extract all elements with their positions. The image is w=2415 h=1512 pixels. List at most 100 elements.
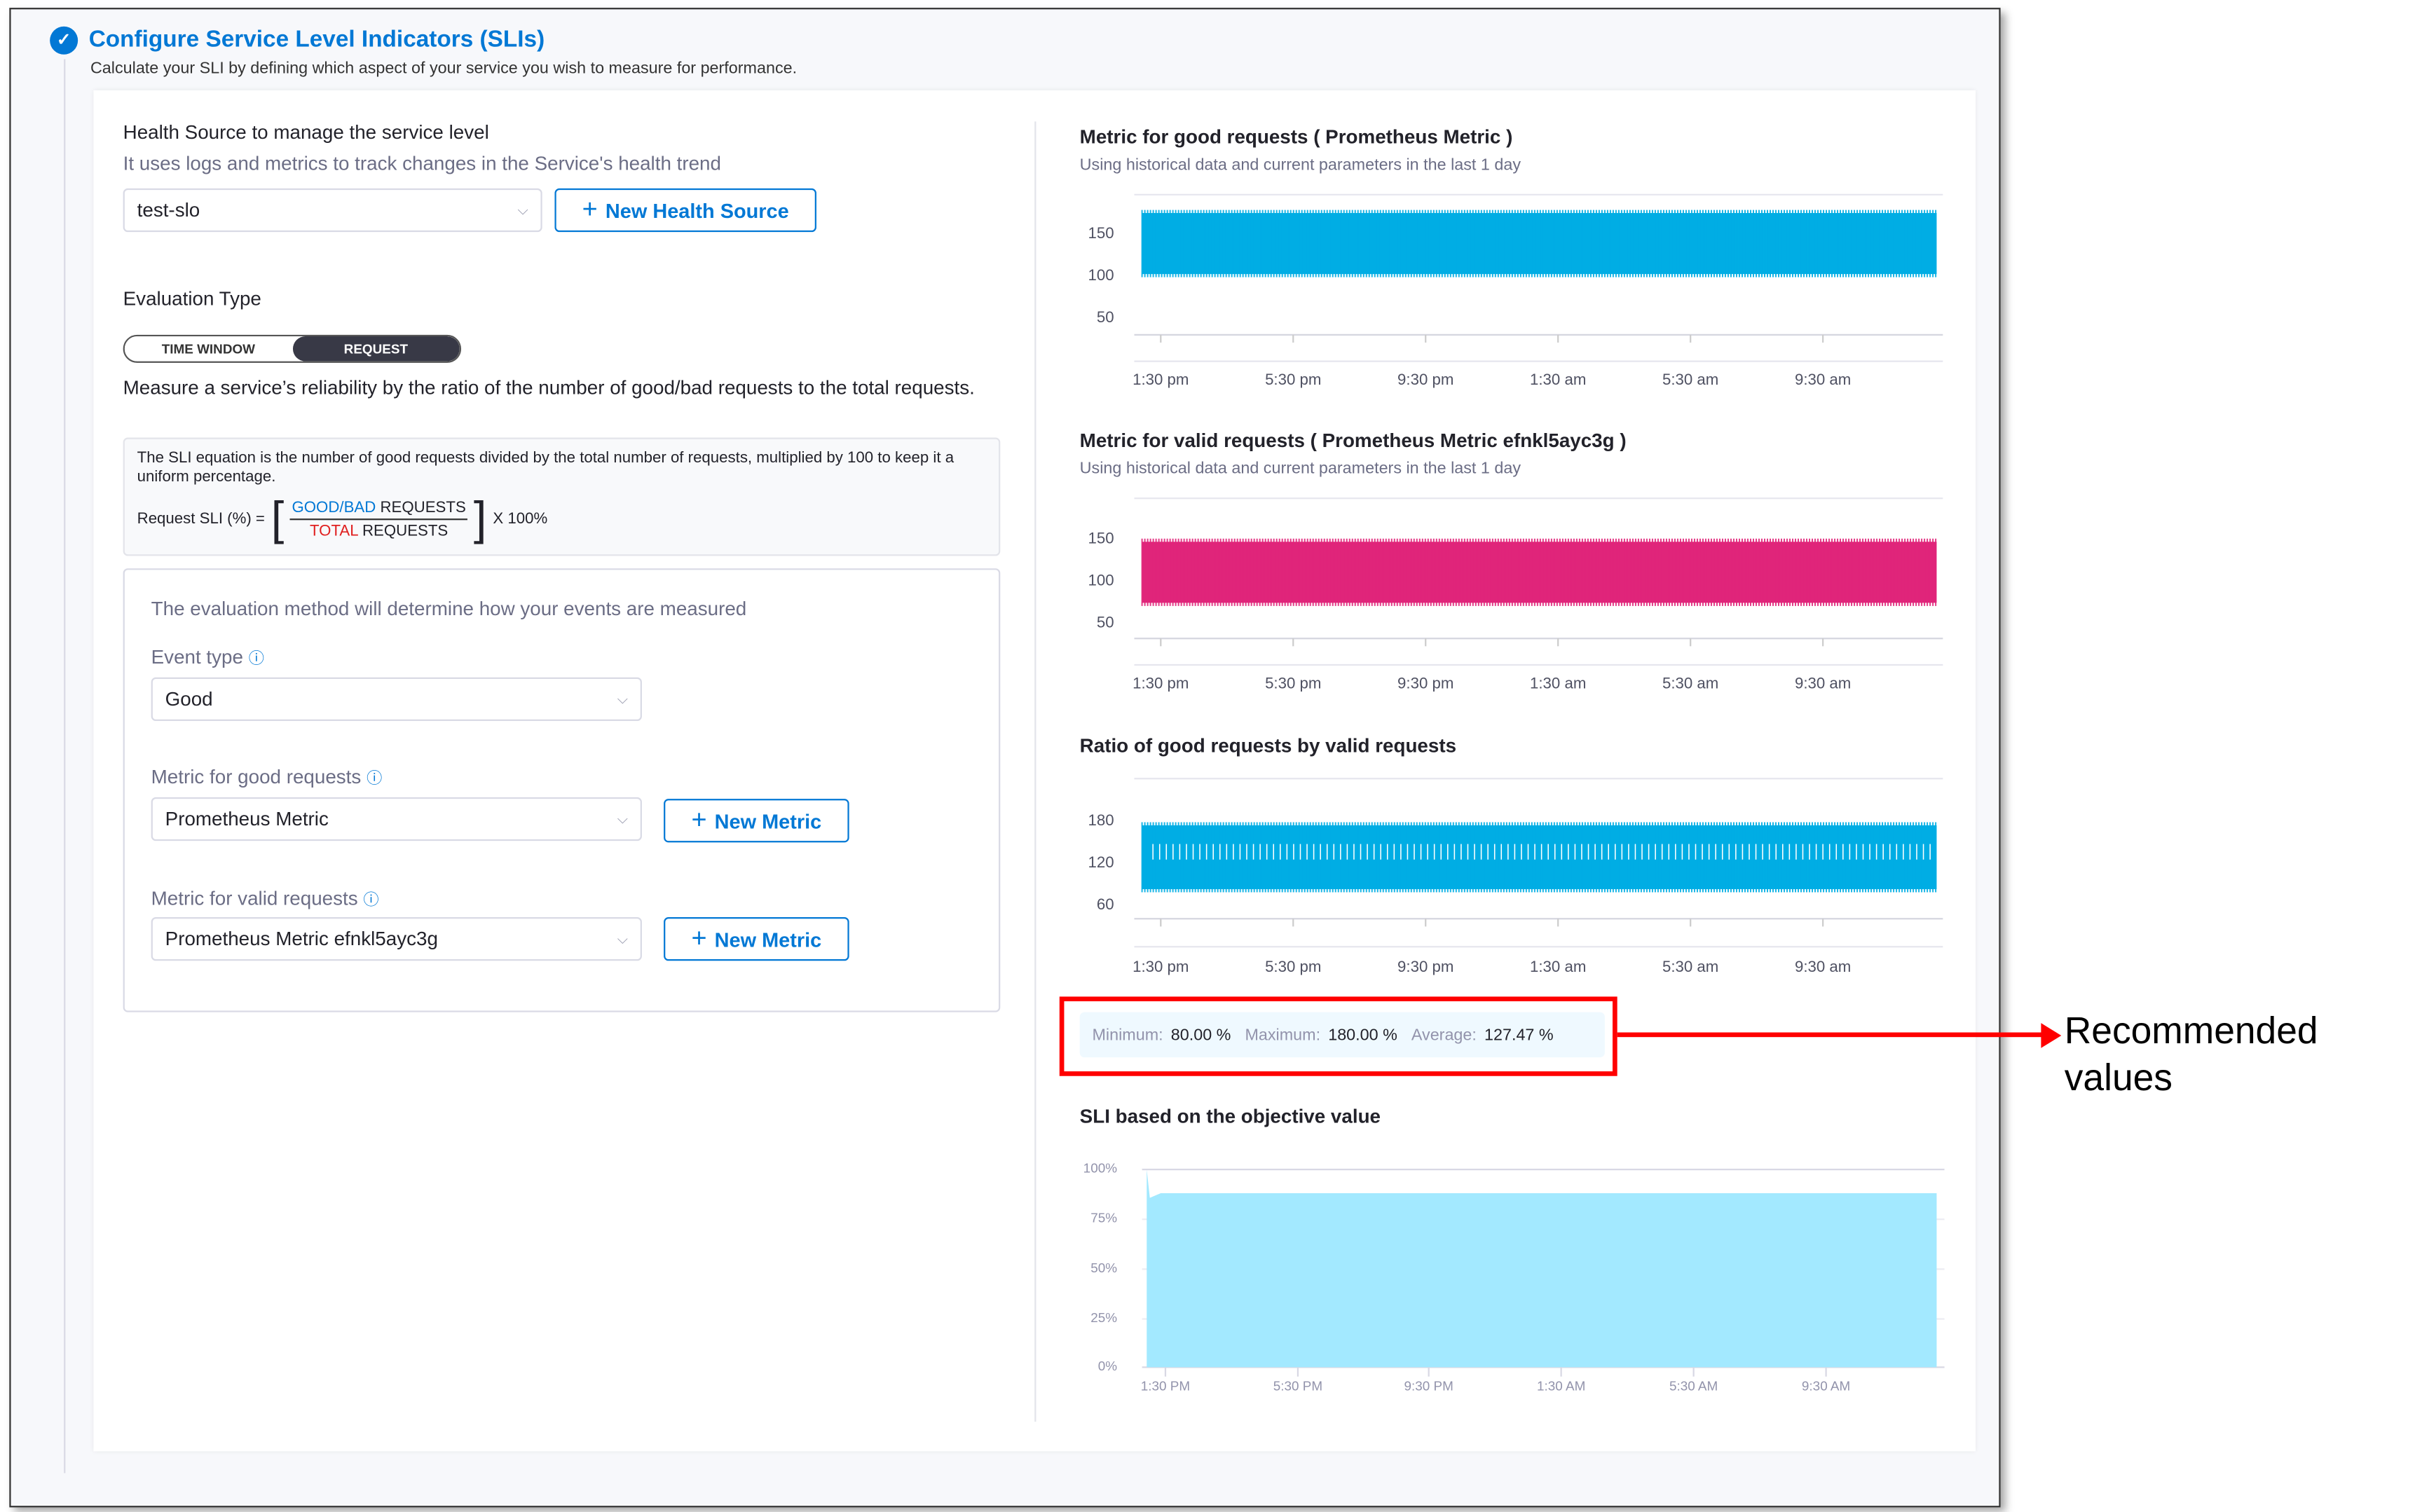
- y-tick-label: 75%: [1090, 1209, 1118, 1226]
- x-tick-label: 5:30 am: [1662, 675, 1719, 694]
- method-intro: The evaluation method will determine how…: [151, 598, 747, 620]
- x-tick-label: 5:30 pm: [1265, 675, 1322, 694]
- chart-good-subtitle: Using historical data and current parame…: [1079, 156, 1521, 174]
- info-icon[interactable]: ⓘ: [363, 892, 379, 909]
- chevron-down-icon: ⌵: [617, 690, 628, 706]
- button-label: New Metric: [714, 927, 822, 951]
- y-tick-label: 0%: [1097, 1358, 1118, 1374]
- button-label: New Health Source: [605, 198, 789, 222]
- label-text: Metric for good requests: [151, 766, 362, 788]
- chart-valid-title: Metric for valid requests ( Prometheus M…: [1079, 429, 1627, 452]
- y-tick-label: 120: [1088, 855, 1114, 872]
- equation: Request SLI (%) = [ GOOD/BAD REQUESTS TO…: [137, 493, 548, 545]
- valid-metric-label: Metric for valid requests ⓘ: [151, 886, 379, 909]
- arrow-head-icon: [2041, 1023, 2062, 1048]
- good-metric-label: Metric for good requests ⓘ: [151, 764, 383, 788]
- health-source-heading: Health Source to manage the service leve…: [123, 121, 489, 144]
- y-tick-label: 100: [1088, 572, 1114, 591]
- check-circle-icon: ✓: [50, 26, 78, 55]
- y-tick-label: 180: [1088, 813, 1114, 830]
- page-title: Configure Service Level Indicators (SLIs…: [88, 26, 545, 53]
- x-tick-label: 1:30 PM: [1140, 1377, 1191, 1394]
- x-tick-label: 1:30 am: [1530, 675, 1587, 694]
- y-tick-label: 150: [1088, 530, 1114, 549]
- info-icon[interactable]: ⓘ: [248, 651, 264, 668]
- annotation-label: Recommended values: [2065, 1009, 2318, 1102]
- chevron-down-icon: ⌵: [617, 930, 628, 947]
- x-tick-label: 5:30 AM: [1669, 1377, 1718, 1394]
- y-tick-label: 50: [1096, 310, 1114, 327]
- health-source-description: It uses logs and metrics to track change…: [123, 152, 721, 174]
- annotation-line-2: values: [2064, 1057, 2173, 1100]
- avg-label: Average:: [1411, 1025, 1477, 1045]
- x-tick-label: 5:30 PM: [1273, 1377, 1323, 1394]
- event-type-select[interactable]: Good ⌵: [151, 677, 642, 722]
- evaluation-type-heading: Evaluation Type: [123, 288, 261, 310]
- y-tick-label: 50: [1096, 614, 1114, 633]
- y-tick-label: 150: [1088, 226, 1114, 243]
- chevron-down-icon: ⌵: [517, 201, 528, 218]
- new-good-metric-button[interactable]: + New Metric: [664, 799, 849, 843]
- x-tick-label: 5:30 pm: [1265, 372, 1322, 390]
- new-valid-metric-button[interactable]: + New Metric: [664, 917, 849, 961]
- y-tick-label: 50%: [1090, 1260, 1118, 1276]
- sli-equation-box: The SLI equation is the number of good r…: [123, 437, 1001, 556]
- label-text: Event type: [151, 646, 243, 668]
- annotation-arrow: [1617, 1032, 2044, 1038]
- x-tick-label: 1:30 AM: [1536, 1377, 1586, 1394]
- x-tick-label: 5:30 am: [1662, 959, 1719, 977]
- min-value: 80.00 %: [1170, 1025, 1231, 1045]
- x-tick-label: 1:30 pm: [1133, 959, 1189, 977]
- equation-lhs: Request SLI (%) =: [137, 510, 265, 528]
- y-tick-label: 100%: [1083, 1160, 1118, 1176]
- info-icon[interactable]: ⓘ: [367, 771, 383, 788]
- column-divider: [1034, 121, 1037, 1422]
- event-type-label: Event type ⓘ: [151, 645, 264, 668]
- x-tick-label: 5:30 am: [1662, 372, 1719, 390]
- valid-metric-value: Prometheus Metric efnkl5ayc3g: [165, 928, 438, 950]
- x-tick-label: 1:30 pm: [1133, 675, 1189, 694]
- evaluation-description: Measure a service’s reliability by the r…: [123, 376, 975, 399]
- annotation-highlight-box: [1059, 996, 1617, 1076]
- chart-valid-subtitle: Using historical data and current parame…: [1079, 459, 1521, 479]
- chevron-down-icon: ⌵: [617, 810, 628, 827]
- denominator-rest: REQUESTS: [357, 522, 449, 540]
- x-tick-label: 9:30 am: [1794, 675, 1852, 694]
- denominator-colored: TOTAL: [309, 522, 358, 540]
- chart-sli-title: SLI based on the objective value: [1079, 1105, 1381, 1128]
- step-line: [64, 59, 66, 1473]
- good-metric-select[interactable]: Prometheus Metric ⌵: [151, 797, 642, 841]
- recommended-values-box: Minimum: 80.00 % Maximum: 180.00 % Average…: [1079, 1012, 1605, 1058]
- x-tick-label: 9:30 pm: [1397, 959, 1454, 977]
- numerator-colored: GOOD/BAD: [292, 499, 376, 516]
- button-label: New Metric: [714, 809, 822, 832]
- health-source-value: test-slo: [137, 199, 200, 221]
- max-value: 180.00 %: [1328, 1025, 1397, 1045]
- valid-metric-select[interactable]: Prometheus Metric efnkl5ayc3g ⌵: [151, 917, 642, 961]
- x-tick-label: 9:30 pm: [1397, 372, 1454, 390]
- toggle-request[interactable]: REQUEST: [292, 336, 460, 362]
- avg-value: 127.47 %: [1484, 1025, 1554, 1045]
- x-tick-label: 9:30 am: [1794, 959, 1852, 977]
- toggle-time-window[interactable]: TIME WINDOW: [124, 336, 292, 362]
- equation-text: The SLI equation is the number of good r…: [137, 450, 955, 486]
- x-tick-label: 1:30 am: [1530, 372, 1587, 390]
- equation-multiplier: X 100%: [493, 510, 548, 528]
- x-tick-label: 9:30 PM: [1404, 1377, 1453, 1394]
- numerator-rest: REQUESTS: [376, 499, 466, 516]
- label-text: Metric for valid requests: [151, 887, 358, 909]
- min-label: Minimum:: [1092, 1025, 1163, 1045]
- health-source-select[interactable]: test-slo ⌵: [123, 188, 542, 233]
- plus-icon: +: [691, 923, 707, 954]
- evaluation-method-box: [123, 568, 1001, 1012]
- plus-icon: +: [582, 194, 598, 225]
- evaluation-type-toggle[interactable]: TIME WINDOW REQUEST: [123, 334, 462, 363]
- new-health-source-button[interactable]: + New Health Source: [554, 188, 816, 233]
- page-subtitle: Calculate your SLI by defining which asp…: [90, 59, 798, 78]
- x-tick-label: 1:30 am: [1530, 959, 1587, 977]
- sli-area: [1147, 1169, 1937, 1368]
- good-metric-value: Prometheus Metric: [165, 808, 329, 830]
- chart-ratio-title: Ratio of good requests by valid requests: [1079, 735, 1457, 757]
